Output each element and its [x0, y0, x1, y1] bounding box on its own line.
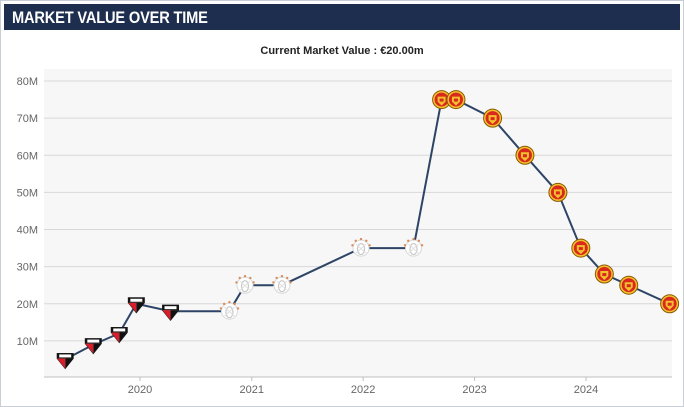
- x-tick-label: 2024: [574, 384, 598, 396]
- data-point-ajax-icon: [235, 274, 255, 294]
- y-tick-label: 10M: [17, 336, 38, 348]
- data-point-ajax-icon: [351, 237, 371, 257]
- y-tick-label: 30M: [17, 262, 38, 274]
- widget-header: MARKET VALUE OVER TIME: [4, 4, 680, 30]
- data-point-sao-paulo-icon: [110, 326, 128, 344]
- y-tick-label: 50M: [17, 187, 38, 199]
- data-point-sao-paulo-icon: [162, 304, 180, 321]
- data-point-man-utd-icon: [594, 264, 614, 284]
- data-point-ajax-icon: [403, 237, 424, 257]
- y-tick-label: 60M: [17, 150, 38, 162]
- data-point-sao-paulo-icon: [56, 352, 74, 370]
- y-tick-label: 80M: [17, 76, 38, 88]
- data-point-man-utd-icon: [619, 275, 639, 295]
- data-point-sao-paulo-icon: [84, 338, 102, 355]
- x-tick-label: 2020: [128, 384, 152, 396]
- data-point-sao-paulo-icon: [127, 297, 145, 314]
- data-point-man-utd-icon: [548, 182, 568, 202]
- data-point-ajax-icon: [272, 274, 292, 294]
- data-point-ajax-icon: [219, 300, 240, 320]
- x-tick-label: 2023: [462, 384, 486, 396]
- data-point-man-utd-icon: [660, 294, 680, 314]
- y-tick-label: 20M: [17, 299, 38, 311]
- y-tick-label: 40M: [17, 225, 38, 237]
- current-market-value: Current Market Value : €20.00m: [260, 45, 424, 57]
- data-point-man-utd-icon: [483, 108, 503, 128]
- y-tick-label: 70M: [17, 113, 38, 125]
- data-point-man-utd-icon: [446, 90, 466, 110]
- data-point-man-utd-icon: [571, 238, 591, 258]
- data-point-man-utd-icon: [432, 90, 452, 110]
- data-point-man-utd-icon: [515, 145, 535, 165]
- plot-area: [44, 69, 672, 377]
- widget-title: MARKET VALUE OVER TIME: [12, 8, 208, 27]
- x-tick-label: 2021: [239, 384, 263, 396]
- x-tick-label: 2022: [351, 384, 375, 396]
